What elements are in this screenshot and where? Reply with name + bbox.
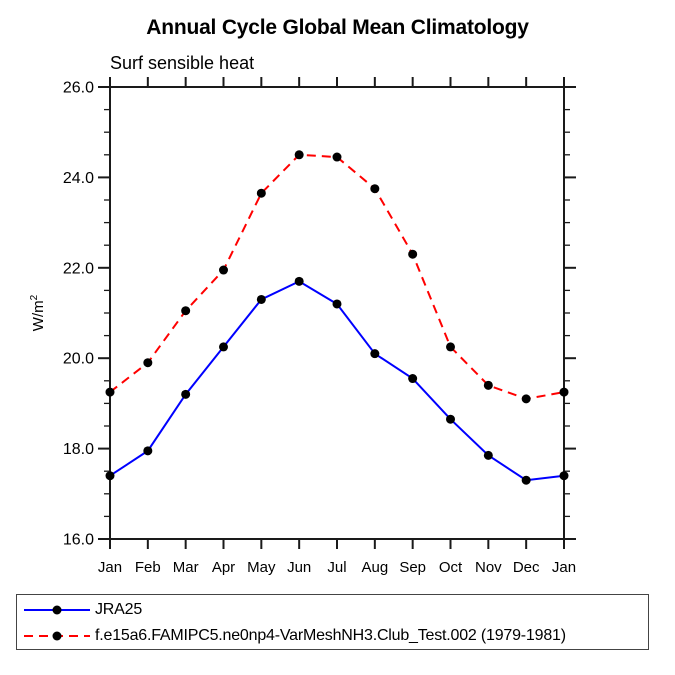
data-point-marker	[105, 471, 115, 481]
data-point-marker	[370, 349, 380, 359]
legend-box: JRA25 f.e15a6.FAMIPC5.ne0np4-VarMeshNH3.…	[16, 594, 649, 650]
x-tick-label: Jun	[287, 559, 311, 576]
data-point-marker	[143, 446, 153, 456]
data-point-marker	[256, 294, 266, 304]
x-tick-label: Oct	[439, 559, 463, 576]
data-point-marker	[332, 152, 342, 162]
data-point-marker	[219, 265, 228, 275]
x-tick-label: Sep	[399, 559, 426, 576]
data-point-marker	[294, 276, 304, 286]
x-tick-label: Jan	[552, 559, 576, 576]
y-tick-label: 26.0	[63, 80, 94, 97]
y-tick-label: 22.0	[63, 260, 94, 277]
x-tick-label: Feb	[135, 559, 161, 576]
series-lines	[109, 153, 565, 482]
series-line-0	[109, 280, 565, 482]
data-point-marker	[370, 184, 380, 194]
data-point-marker	[559, 471, 569, 481]
x-tick-label: Aug	[361, 559, 388, 576]
legend-label-jra25: JRA25	[95, 601, 143, 618]
axes: 16.0 18.0 20.0 22.0 24.0 26.0 Jan Feb Mar Apr May J…	[29, 77, 576, 576]
data-point-marker	[446, 342, 455, 352]
data-point-marker	[408, 249, 418, 259]
data-point-marker	[219, 342, 228, 352]
x-tick-label: Nov	[475, 559, 502, 576]
data-point-marker	[181, 306, 191, 316]
data-point-marker	[521, 475, 531, 485]
y-axis-unit-label: W/m2	[29, 294, 47, 331]
x-tick-label: May	[247, 559, 276, 576]
data-point-marker	[408, 374, 418, 384]
data-point-marker	[105, 387, 115, 397]
data-point-marker	[559, 387, 569, 397]
legend-item-jra25: JRA25	[22, 597, 648, 623]
y-tick-label: 16.0	[63, 532, 94, 549]
data-point-marker	[446, 414, 455, 424]
plot-area: 16.0 18.0 20.0 22.0 24.0 26.0 Jan Feb Mar Apr May J…	[29, 77, 576, 576]
series-line-1	[109, 153, 565, 400]
data-point-marker	[256, 188, 266, 198]
x-tick-label: Jul	[327, 559, 346, 576]
data-point-marker	[483, 450, 493, 460]
data-point-marker	[143, 358, 153, 368]
data-point-marker	[521, 394, 531, 404]
data-point-marker	[181, 389, 191, 399]
series-markers	[105, 150, 569, 485]
y-tick-label: 20.0	[63, 351, 94, 368]
y-tick-label: 18.0	[63, 441, 94, 458]
legend-item-model-run: f.e15a6.FAMIPC5.ne0np4-VarMeshNH3.Club_T…	[22, 623, 648, 649]
data-point-marker	[332, 299, 342, 309]
legend-sample-red-dashed-line	[24, 631, 90, 641]
chart-title: Annual Cycle Global Mean Climatology	[146, 16, 529, 39]
data-point-marker	[483, 380, 493, 390]
chart-subtitle: Surf sensible heat	[110, 53, 255, 73]
y-tick-label: 24.0	[63, 170, 94, 187]
x-tick-label: Dec	[513, 559, 540, 576]
x-tick-label: Jan	[98, 559, 122, 576]
legend-label-model-run: f.e15a6.FAMIPC5.ne0np4-VarMeshNH3.Club_T…	[95, 627, 566, 644]
x-tick-label: Mar	[173, 559, 199, 576]
x-tick-label: Apr	[212, 559, 235, 576]
legend-sample-blue-solid-line	[24, 605, 90, 615]
data-point-marker	[294, 150, 304, 160]
